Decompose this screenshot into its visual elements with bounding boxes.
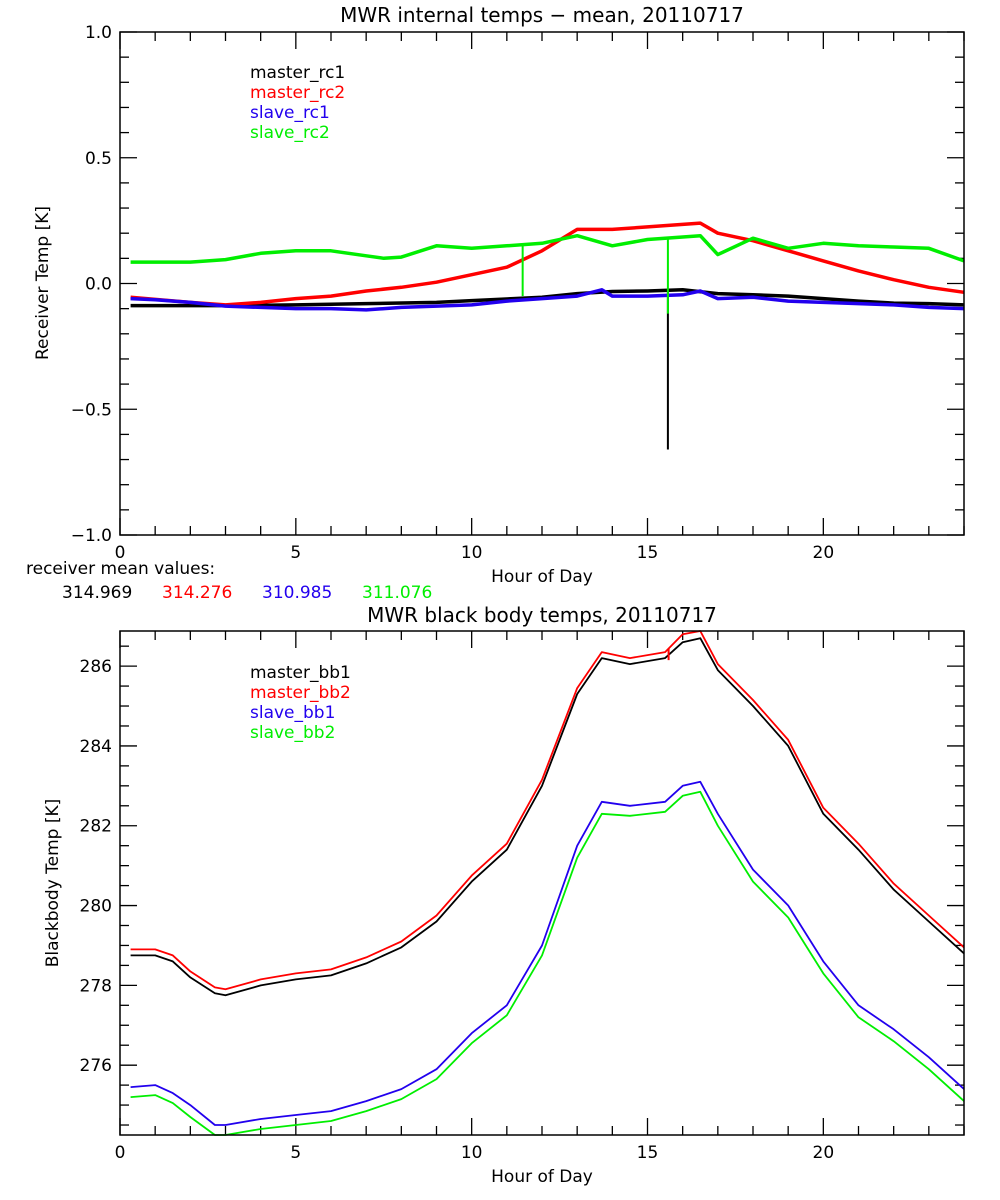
x-tick-label: 5 (290, 1143, 301, 1163)
series-line-slave_bb1 (130, 780, 965, 1126)
receiver-mean-label: receiver mean values: (26, 559, 215, 579)
series-line-master_rc1 (130, 288, 965, 308)
chart-title: MWR internal temps − mean, 20110717 (340, 3, 744, 27)
y-tick-label: 0.0 (85, 275, 112, 295)
x-tick-label: 5 (290, 543, 301, 563)
series-line-master_rc2 (130, 221, 965, 307)
x-tick-label: 15 (637, 1143, 659, 1163)
receiver-mean-value: 311.076 (362, 583, 432, 603)
series-line-slave_bb2 (130, 790, 965, 1136)
y-tick-label: 282 (80, 817, 112, 837)
legend-entry: master_bb2 (250, 683, 351, 703)
y-axis-label: Receiver Temp [K] (33, 206, 53, 360)
x-tick-label: 0 (115, 543, 126, 563)
x-tick-label: 20 (813, 1143, 835, 1163)
series-line-master_bb1 (130, 637, 965, 997)
receiver-mean-value: 314.276 (162, 583, 232, 603)
y-tick-label: −1.0 (71, 526, 112, 546)
x-tick-label: 20 (813, 543, 835, 563)
x-axis-label: Hour of Day (491, 567, 593, 587)
series-line-slave_rc2 (130, 233, 965, 264)
legend-entry: master_rc2 (250, 83, 345, 103)
y-tick-label: 278 (80, 976, 112, 996)
x-tick-label: 15 (637, 543, 659, 563)
receiver-mean-value: 310.985 (262, 583, 332, 603)
y-tick-label: −0.5 (71, 400, 112, 420)
x-axis-label: Hour of Day (491, 1167, 593, 1187)
y-tick-label: 276 (80, 1056, 112, 1076)
series-line-slave_rc1 (130, 288, 965, 312)
x-tick-label: 0 (115, 1143, 126, 1163)
y-tick-label: 0.5 (85, 149, 112, 169)
legend-entry: slave_rc2 (250, 123, 330, 143)
x-tick-label: 10 (461, 543, 483, 563)
y-tick-label: 284 (80, 737, 112, 757)
legend-entry: slave_bb2 (250, 723, 335, 743)
y-tick-label: 1.0 (85, 23, 112, 43)
legend-entry: slave_rc1 (250, 103, 330, 123)
receiver-temp-plot: MWR internal temps − mean, 20110717 Hour… (26, 3, 965, 603)
chart-title: MWR black body temps, 20110717 (367, 603, 717, 627)
series-line-master_bb2 (130, 630, 965, 991)
y-tick-label: 286 (80, 657, 112, 677)
receiver-mean-value: 314.969 (62, 583, 132, 603)
legend-entry: master_rc1 (250, 63, 345, 83)
plot-frame (119, 31, 965, 536)
blackbody-temp-plot: MWR black body temps, 20110717 Hour of D… (43, 603, 965, 1187)
x-tick-label: 10 (461, 1143, 483, 1163)
legend-entry: master_bb1 (250, 663, 351, 683)
y-axis-label: Blackbody Temp [K] (43, 799, 63, 968)
y-tick-label: 280 (80, 897, 112, 917)
plot-frame (119, 630, 965, 1136)
legend-entry: slave_bb1 (250, 703, 335, 723)
